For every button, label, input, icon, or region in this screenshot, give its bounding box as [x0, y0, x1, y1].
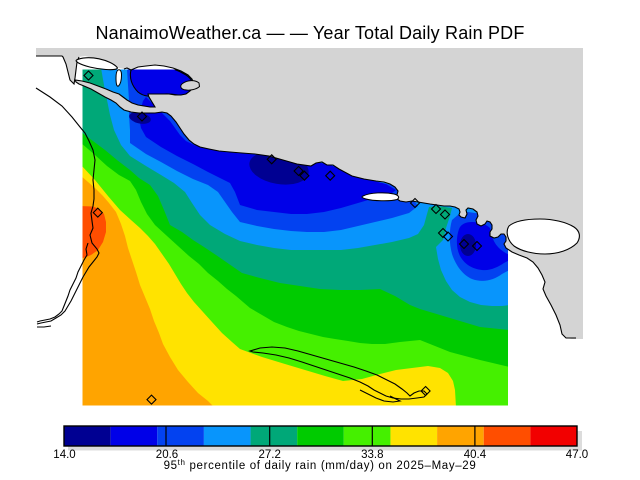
- svg-text:40.4: 40.4: [464, 449, 487, 461]
- svg-text:14.0: 14.0: [53, 449, 75, 461]
- svg-text:47.0: 47.0: [566, 449, 588, 461]
- svg-text:95th percentile of daily rain: 95th percentile of daily rain (mm/day) o…: [164, 458, 477, 472]
- svg-text:NanaimoWeather.ca — — Year Tot: NanaimoWeather.ca — — Year Total Daily R…: [96, 23, 525, 43]
- svg-text:20.6: 20.6: [156, 449, 178, 461]
- svg-text:33.8: 33.8: [361, 449, 383, 461]
- svg-text:27.2: 27.2: [259, 449, 281, 461]
